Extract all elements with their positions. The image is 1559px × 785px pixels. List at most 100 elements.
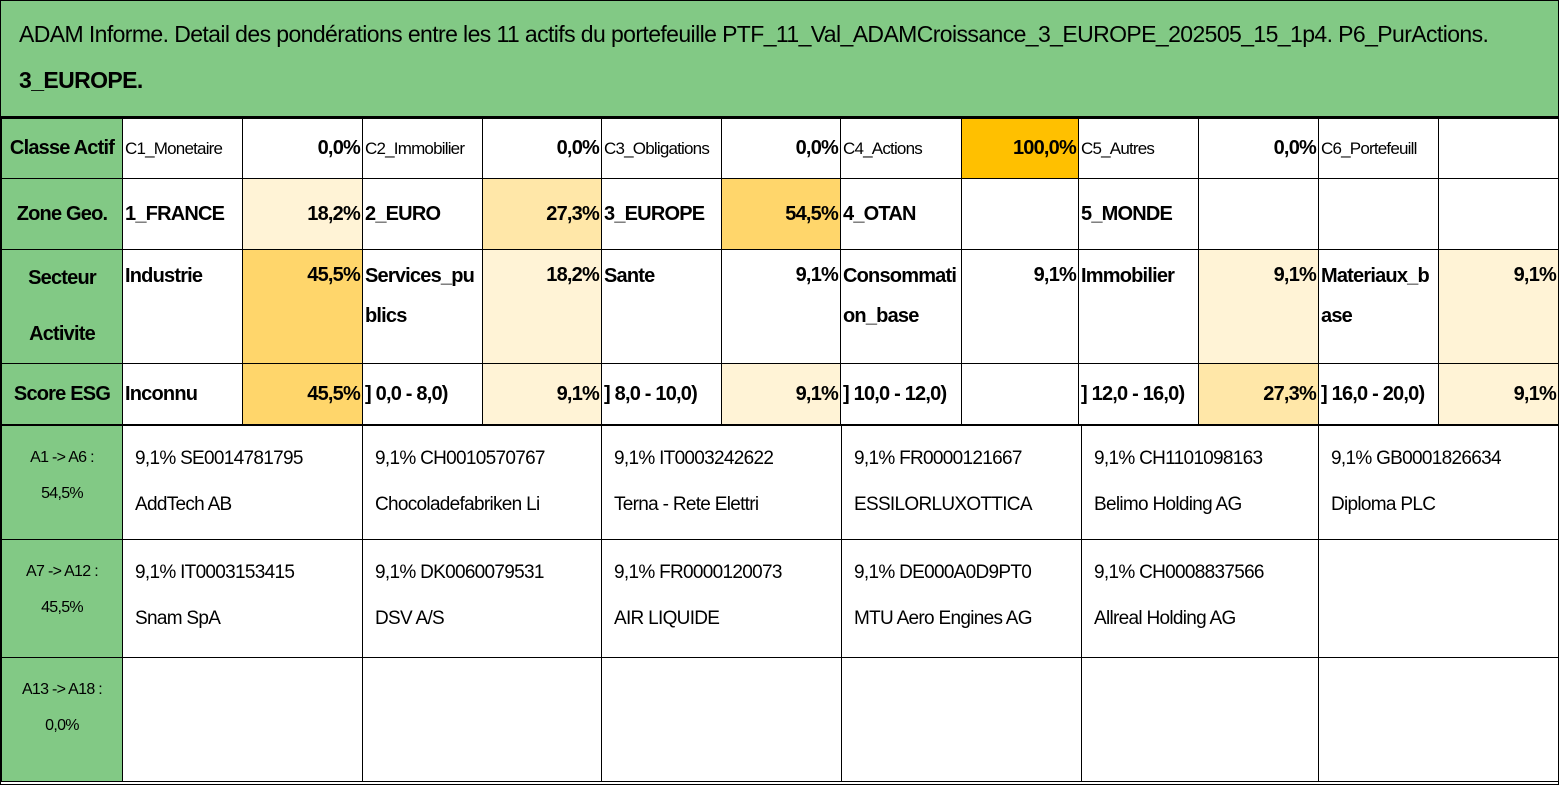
esg-value: 9,1% — [482, 363, 602, 425]
esg-name: ] 16,0 - 20,0) — [1318, 363, 1439, 425]
asset-name: Terna - Rete Elettri — [614, 494, 759, 515]
asset-weight-isin: 9,1% DE000A0D9PT0 — [854, 562, 1032, 583]
zone-geo-label: Zone Geo. — [1, 178, 123, 250]
secteur-name: Immobilier — [1078, 249, 1199, 364]
secteur-name: Materiaux_base — [1318, 249, 1439, 364]
asset-row-label: A7 -> A12 : 45,5% — [1, 539, 123, 658]
classe-name: C5_Autres — [1078, 118, 1199, 179]
secteur-value: 18,2% — [482, 249, 602, 364]
asset-weight-isin: 9,1% CH1101098163 — [1094, 448, 1263, 469]
asset-name: Allreal Holding AG — [1094, 608, 1236, 629]
secteur-value: 9,1% — [961, 249, 1079, 364]
zone-name: 5_MONDE — [1078, 178, 1199, 250]
score-esg-label: Score ESG — [1, 363, 123, 425]
esg-value: 9,1% — [1438, 363, 1559, 425]
asset-range: A13 -> A18 : — [21, 681, 103, 698]
classe-actif-label: Classe Actif — [1, 118, 123, 179]
asset-range-weight: 54,5% — [41, 485, 84, 502]
esg-name: Inconnu — [122, 363, 243, 425]
classe-name: C2_Immobilier — [362, 118, 483, 179]
asset-name: Belimo Holding AG — [1094, 494, 1242, 515]
zone-value — [961, 178, 1079, 250]
asset-name: Snam SpA — [135, 608, 221, 629]
asset-cell: 9,1% FR0000121667 ESSILORLUXOTTICA — [841, 425, 1082, 540]
report-title-line1: ADAM Informe. Detail des pondérations en… — [19, 21, 1489, 47]
allocation-table: Classe Actif C1_Monetaire 0,0% C2_Immobi… — [1, 118, 1559, 425]
asset-name: ESSILORLUXOTTICA — [854, 494, 1032, 515]
asset-name: AddTech AB — [135, 494, 232, 515]
asset-weight-isin: 9,1% CH0008837566 — [1094, 562, 1264, 583]
classe-value: 0,0% — [721, 118, 841, 179]
secteur-name: Consommation_base — [840, 249, 962, 364]
zone-name: 4_OTAN — [840, 178, 962, 250]
zone-value: 18,2% — [242, 178, 363, 250]
zone-value — [1198, 178, 1319, 250]
classe-name: C6_Portefeuill — [1318, 118, 1439, 179]
asset-cell — [601, 657, 842, 782]
secteur-label: Secteur Activite — [1, 249, 123, 364]
asset-cell — [1318, 539, 1559, 658]
asset-weight-isin: 9,1% FR0000121667 — [854, 448, 1022, 469]
asset-cell — [1081, 657, 1319, 782]
classe-value: 0,0% — [482, 118, 602, 179]
asset-weight-isin: 9,1% IT0003242622 — [614, 448, 774, 469]
asset-row: A13 -> A18 : 0,0% — [1, 657, 1559, 782]
asset-range-weight: 45,5% — [41, 599, 84, 616]
asset-range: A1 -> A6 : — [30, 449, 94, 466]
classe-name: C3_Obligations — [601, 118, 722, 179]
secteur-value: 9,1% — [721, 249, 841, 364]
secteur-value: 9,1% — [1198, 249, 1319, 364]
asset-cell: 9,1% IT0003153415 Snam SpA — [122, 539, 363, 658]
classe-value: 0,0% — [1198, 118, 1319, 179]
asset-cell: 9,1% DK0060079531 DSV A/S — [362, 539, 602, 658]
classe-value: 100,0% — [961, 118, 1079, 179]
esg-value: 9,1% — [721, 363, 841, 425]
esg-name: ] 0,0 - 8,0) — [362, 363, 483, 425]
asset-name: MTU Aero Engines AG — [854, 608, 1033, 629]
asset-name: AIR LIQUIDE — [614, 608, 720, 629]
asset-cell: 9,1% SE0014781795 AddTech AB — [122, 425, 363, 540]
zone-name: 3_EUROPE — [601, 178, 722, 250]
secteur-value: 45,5% — [242, 249, 363, 364]
asset-weight-isin: 9,1% GB0001826634 — [1331, 448, 1502, 469]
asset-weight-isin: 9,1% FR0000120073 — [614, 562, 782, 583]
asset-cell: 9,1% CH0008837566 Allreal Holding AG — [1081, 539, 1319, 658]
asset-name: Diploma PLC — [1331, 494, 1436, 515]
esg-name: ] 10,0 - 12,0) — [840, 363, 962, 425]
asset-row-label: A1 -> A6 : 54,5% — [1, 425, 123, 540]
asset-range-weight: 0,0% — [45, 717, 79, 734]
asset-cell — [362, 657, 602, 782]
score-esg-row: Score ESG Inconnu 45,5% ] 0,0 - 8,0) 9,1… — [1, 363, 1559, 425]
esg-value: 27,3% — [1198, 363, 1319, 425]
secteur-name: Industrie — [122, 249, 243, 364]
asset-row-label: A13 -> A18 : 0,0% — [1, 657, 123, 782]
zone-value — [1438, 178, 1559, 250]
report-title-line2: 3_EUROPE. — [19, 67, 143, 93]
asset-cell: 9,1% DE000A0D9PT0 MTU Aero Engines AG — [841, 539, 1082, 658]
zone-name: 1_FRANCE — [122, 178, 243, 250]
asset-cell — [841, 657, 1082, 782]
assets-table: A1 -> A6 : 54,5% 9,1% SE0014781795 AddTec… — [1, 425, 1559, 782]
asset-weight-isin: 9,1% IT0003153415 — [135, 562, 295, 583]
asset-cell: 9,1% GB0001826634 Diploma PLC — [1318, 425, 1559, 540]
esg-name: ] 12,0 - 16,0) — [1078, 363, 1199, 425]
secteur-label-line1: Secteur — [28, 267, 97, 289]
asset-cell: 9,1% CH1101098163 Belimo Holding AG — [1081, 425, 1319, 540]
asset-cell — [122, 657, 363, 782]
classe-value — [1438, 118, 1559, 179]
classe-name: C4_Actions — [840, 118, 962, 179]
asset-row: A1 -> A6 : 54,5% 9,1% SE0014781795 AddTec… — [1, 425, 1559, 540]
asset-cell — [1318, 657, 1559, 782]
classe-actif-row: Classe Actif C1_Monetaire 0,0% C2_Immobi… — [1, 118, 1559, 179]
zone-value: 54,5% — [721, 178, 841, 250]
secteur-row: Secteur Activite Industrie 45,5% Service… — [1, 249, 1559, 364]
zone-name — [1318, 178, 1439, 250]
asset-name: DSV A/S — [375, 608, 445, 629]
zone-name: 2_EURO — [362, 178, 483, 250]
zone-geo-row: Zone Geo. 1_FRANCE 18,2% 2_EURO 27,3% 3_… — [1, 178, 1559, 250]
secteur-value: 9,1% — [1438, 249, 1559, 364]
asset-range: A7 -> A12 : — [26, 563, 99, 580]
asset-cell: 9,1% CH0010570767 Chocoladefabriken Li — [362, 425, 602, 540]
esg-value: 45,5% — [242, 363, 363, 425]
asset-cell: 9,1% FR0000120073 AIR LIQUIDE — [601, 539, 842, 658]
